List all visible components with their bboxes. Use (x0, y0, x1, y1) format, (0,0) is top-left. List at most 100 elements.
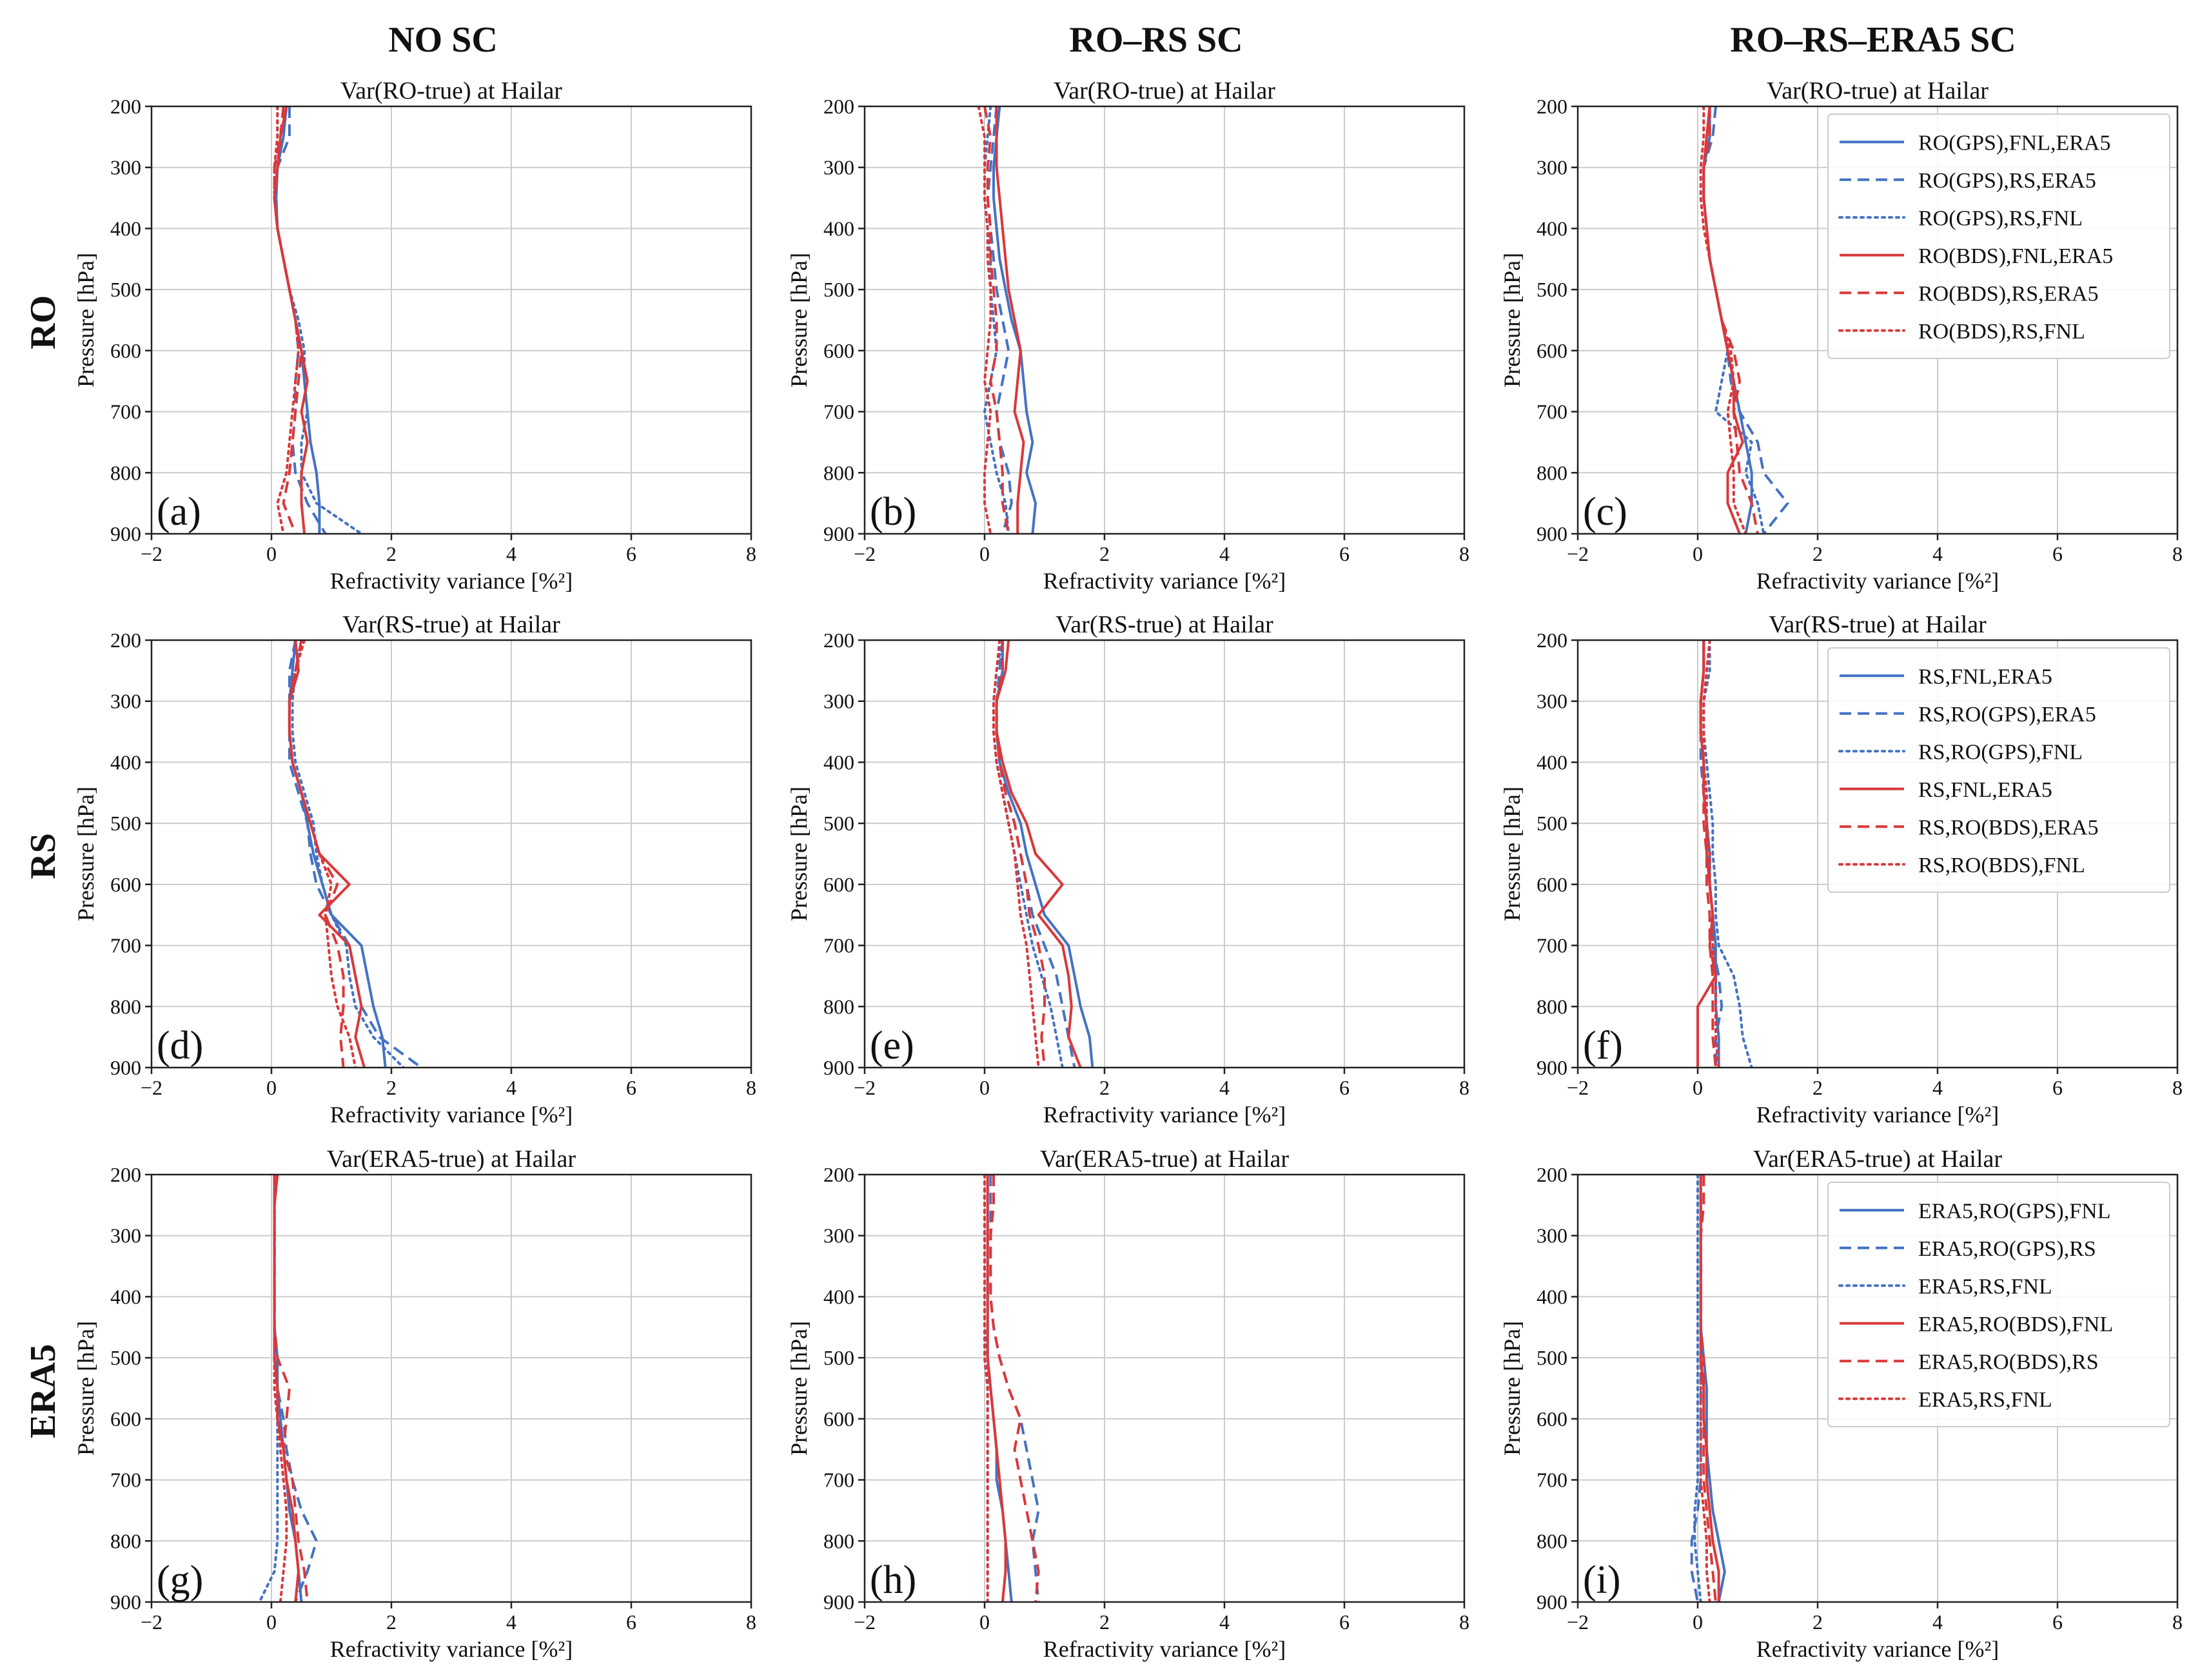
series-line (273, 1175, 318, 1602)
y-tick-label: 700 (1537, 1469, 1567, 1492)
y-tick-label: 200 (110, 629, 141, 652)
x-axis-label: Refractivity variance [%²] (1756, 568, 1999, 594)
y-tick-label: 300 (1537, 690, 1567, 713)
x-tick-label: 6 (2052, 542, 2063, 565)
y-tick-label: 500 (823, 278, 854, 301)
legend-label: RS,FNL,ERA5 (1918, 665, 2052, 689)
series-line (989, 1175, 1040, 1602)
y-tick-label: 900 (823, 1056, 854, 1079)
legend-label: ERA5,RS,FNL (1918, 1275, 2052, 1298)
x-tick-label: 4 (1219, 1610, 1230, 1634)
x-tick-label: 8 (2172, 542, 2183, 565)
y-tick-label: 700 (823, 400, 854, 424)
x-tick-label: 6 (2052, 1610, 2063, 1634)
panel-i: −2 0 2 4 6 8 200 300 400 500 600 700 800 900 Var(ERA5-… (1499, 1146, 2183, 1662)
series-line (288, 640, 366, 1068)
panel-label: (c) (1583, 490, 1627, 534)
y-tick-label: 200 (110, 1163, 141, 1186)
x-tick-label: 4 (1932, 1076, 1943, 1099)
panel-d: −2 0 2 4 6 8 200 300 400 500 600 700 800 900 Var(RS-tr… (73, 611, 756, 1128)
panel-grid: −2 0 2 4 6 8 200 300 400 500 600 700 800 900 Var(RO-tr… (73, 77, 2183, 1662)
y-tick-label: 700 (1537, 400, 1567, 424)
legend-label: RS,RO(BDS),FNL (1918, 854, 2085, 877)
series-group (288, 640, 422, 1068)
y-tick-label: 400 (823, 1285, 854, 1308)
y-tick-label: 700 (823, 934, 854, 957)
x-tick-label: 8 (1459, 542, 1469, 565)
x-tick-label: 6 (1339, 1076, 1350, 1099)
y-tick-label: 800 (110, 995, 141, 1018)
x-tick-label: 0 (266, 1610, 277, 1634)
legend-box (1827, 113, 2170, 359)
y-tick-label: 600 (1537, 339, 1567, 362)
x-tick-label: 2 (1099, 1076, 1110, 1099)
series-group (258, 1175, 318, 1602)
y-tick-label: 500 (110, 1346, 141, 1369)
x-tick-label: 4 (1219, 1076, 1230, 1099)
series-line (273, 106, 363, 534)
legend-box (1827, 1182, 2170, 1427)
series-group (273, 106, 363, 534)
y-tick-label: 900 (823, 522, 854, 545)
column-title-ro-rs-era5-sc: RO–RS–ERA5 SC (1730, 20, 2016, 60)
y-axis-label: Pressure [hPa] (1499, 253, 1525, 387)
series-line (273, 106, 327, 534)
x-tick-label: 8 (2172, 1076, 2183, 1099)
y-tick-label: 800 (823, 995, 854, 1018)
series-line (986, 1175, 1007, 1602)
x-tick-label: −2 (141, 1610, 162, 1634)
x-tick-label: −2 (854, 1076, 876, 1099)
x-tick-label: 6 (626, 1076, 636, 1099)
legend-label: RO(BDS),RS,FNL (1918, 320, 2085, 344)
x-tick-label: 6 (626, 1610, 636, 1634)
series-line (288, 640, 422, 1068)
legend: ERA5,RO(GPS),FNL ERA5,RO(GPS),RS ERA5,RS,F… (1827, 1182, 2170, 1427)
y-tick-label: 700 (1537, 934, 1567, 957)
y-tick-label: 200 (823, 95, 854, 118)
x-tick-label: 8 (746, 1610, 756, 1634)
x-tick-label: 8 (746, 1076, 756, 1099)
panel-label: (e) (870, 1024, 914, 1068)
x-tick-label: −2 (141, 1076, 162, 1099)
y-tick-label: 300 (110, 156, 141, 179)
panel-title: Var(RO-true) at Hailar (340, 77, 562, 104)
panel-label: (b) (870, 490, 916, 534)
series-line (273, 1175, 309, 1602)
y-tick-label: 500 (1537, 278, 1567, 301)
x-tick-label: 6 (626, 542, 636, 565)
x-tick-label: −2 (854, 1610, 876, 1634)
y-tick-label: 300 (110, 1224, 141, 1247)
y-tick-label: 600 (1537, 873, 1567, 896)
y-axis-label: Pressure [hPa] (1499, 786, 1525, 921)
x-tick-label: −2 (1567, 542, 1589, 565)
y-axis-label: Pressure [hPa] (1499, 1321, 1525, 1456)
x-tick-label: −2 (854, 542, 876, 565)
plot-frame (863, 105, 1466, 535)
legend-label: RO(GPS),FNL,ERA5 (1918, 131, 2110, 155)
series-line (273, 1175, 288, 1602)
row-title-rs: RS (23, 833, 63, 879)
legend-label: RS,RO(GPS),FNL (1918, 740, 2083, 764)
series-group (1690, 1175, 1726, 1602)
panel-title: Var(ERA5-true) at Hailar (327, 1146, 576, 1173)
plot-frame (1576, 639, 2179, 1069)
series-group (992, 640, 1094, 1068)
x-tick-label: 2 (386, 1076, 397, 1099)
legend-label: RO(GPS),RS,ERA5 (1918, 169, 2096, 193)
series-group (983, 1175, 1040, 1602)
series-line (989, 1175, 1040, 1602)
x-axis-label: Refractivity variance [%²] (1756, 1102, 1999, 1128)
y-axis-label: Pressure [hPa] (786, 253, 812, 387)
y-tick-label: 600 (110, 873, 141, 896)
y-tick-label: 500 (1537, 1346, 1567, 1369)
x-tick-label: 0 (979, 542, 990, 565)
y-axis-label: Pressure [hPa] (73, 253, 99, 387)
x-tick-label: 8 (1459, 1076, 1469, 1099)
y-tick-label: 300 (110, 690, 141, 713)
x-tick-label: 6 (1339, 542, 1350, 565)
y-tick-label: 500 (1537, 812, 1567, 835)
plot-frame (150, 105, 752, 535)
plot-frame (863, 1173, 1466, 1603)
series-line (1699, 1175, 1711, 1602)
